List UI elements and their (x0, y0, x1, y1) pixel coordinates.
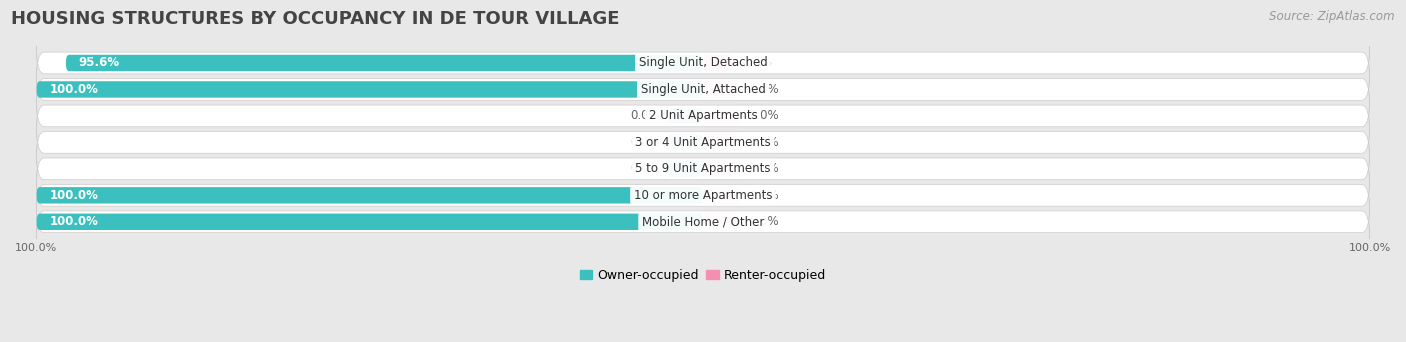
Text: 0.0%: 0.0% (749, 83, 779, 96)
Text: Source: ZipAtlas.com: Source: ZipAtlas.com (1270, 10, 1395, 23)
FancyBboxPatch shape (37, 187, 703, 203)
FancyBboxPatch shape (703, 187, 740, 203)
Text: 0.0%: 0.0% (630, 162, 659, 175)
FancyBboxPatch shape (37, 174, 1369, 216)
Text: 0.0%: 0.0% (749, 162, 779, 175)
Text: 100.0%: 100.0% (49, 215, 98, 228)
Text: 2 Unit Apartments: 2 Unit Apartments (648, 109, 758, 122)
Text: 100.0%: 100.0% (49, 189, 98, 202)
Text: Single Unit, Detached: Single Unit, Detached (638, 56, 768, 69)
FancyBboxPatch shape (37, 201, 1369, 243)
Text: 0.0%: 0.0% (749, 189, 779, 202)
Text: 3 or 4 Unit Apartments: 3 or 4 Unit Apartments (636, 136, 770, 149)
Text: 0.0%: 0.0% (749, 109, 779, 122)
Text: 0.0%: 0.0% (749, 136, 779, 149)
FancyBboxPatch shape (703, 108, 740, 124)
FancyBboxPatch shape (703, 214, 740, 230)
Text: 10 or more Apartments: 10 or more Apartments (634, 189, 772, 202)
Text: 5 to 9 Unit Apartments: 5 to 9 Unit Apartments (636, 162, 770, 175)
FancyBboxPatch shape (37, 121, 1369, 163)
FancyBboxPatch shape (666, 134, 703, 150)
Legend: Owner-occupied, Renter-occupied: Owner-occupied, Renter-occupied (575, 264, 831, 287)
Text: Single Unit, Attached: Single Unit, Attached (641, 83, 765, 96)
FancyBboxPatch shape (666, 161, 703, 177)
FancyBboxPatch shape (37, 42, 1369, 84)
Text: HOUSING STRUCTURES BY OCCUPANCY IN DE TOUR VILLAGE: HOUSING STRUCTURES BY OCCUPANCY IN DE TO… (11, 10, 620, 28)
FancyBboxPatch shape (37, 214, 703, 230)
Text: 100.0%: 100.0% (49, 83, 98, 96)
FancyBboxPatch shape (66, 55, 703, 71)
FancyBboxPatch shape (703, 81, 740, 98)
FancyBboxPatch shape (666, 108, 703, 124)
FancyBboxPatch shape (37, 95, 1369, 137)
Text: 95.6%: 95.6% (79, 56, 120, 69)
FancyBboxPatch shape (37, 148, 1369, 190)
FancyBboxPatch shape (703, 161, 740, 177)
Text: Mobile Home / Other: Mobile Home / Other (641, 215, 765, 228)
FancyBboxPatch shape (703, 134, 740, 150)
FancyBboxPatch shape (37, 68, 1369, 110)
Text: 0.0%: 0.0% (749, 215, 779, 228)
FancyBboxPatch shape (703, 55, 733, 71)
FancyBboxPatch shape (37, 81, 703, 98)
Text: 0.0%: 0.0% (630, 136, 659, 149)
Text: 4.4%: 4.4% (742, 56, 772, 69)
Text: 0.0%: 0.0% (630, 109, 659, 122)
